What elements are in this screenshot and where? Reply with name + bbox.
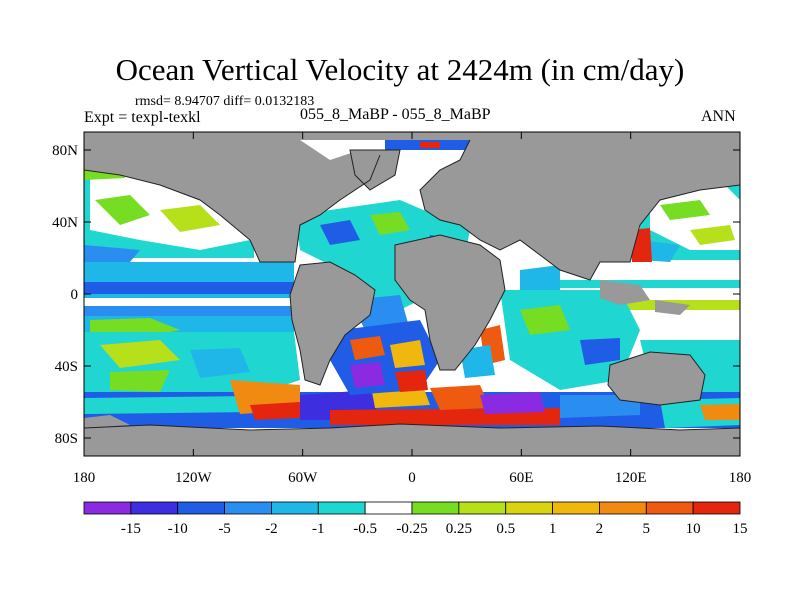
colorbar-label: 1 — [549, 521, 557, 537]
colorbar-label: 10 — [686, 521, 701, 537]
map-title: Ocean Vertical Velocity at 2424m (in cm/… — [115, 52, 685, 87]
experiment-label: Expt = texpl-texkl — [84, 109, 201, 126]
y-tick-label: 40N — [52, 215, 78, 231]
colorbar-label: 15 — [733, 521, 748, 537]
x-tick-label: 120W — [175, 470, 213, 486]
colorbar-label: -15 — [121, 521, 141, 537]
colorbar-swatch — [83, 501, 132, 515]
stats-text: rmsd= 8.94707 diff= 0.0132183 — [135, 94, 315, 109]
colorbar: -15 -10 -5 -2 -1 -0.5 -0.25 0.25 0.5 1 2 5 10 15 — [83, 501, 748, 537]
colorbar-swatch — [411, 501, 460, 515]
axis-ticks — [83, 132, 741, 456]
y-tick-label: 40S — [55, 359, 78, 375]
colorbar-swatch — [599, 501, 647, 515]
colorbar-label: -0.25 — [396, 521, 427, 537]
colorbar-label: -0.5 — [353, 521, 377, 537]
colorbar-swatch — [317, 501, 366, 515]
colorbar-label: -5 — [218, 521, 231, 537]
colorbar-swatch — [271, 501, 319, 515]
colorbar-swatch — [505, 501, 553, 515]
x-tick-label: 180 — [729, 470, 752, 486]
x-tick-label: 180 — [73, 470, 96, 486]
colorbar-label: -1 — [312, 521, 325, 537]
season-label: ANN — [701, 108, 736, 125]
colorbar-label: 2 — [596, 521, 604, 537]
colorbar-swatch — [224, 501, 272, 515]
colorbar-swatch — [458, 501, 507, 515]
colorbar-swatch — [130, 501, 179, 515]
x-tick-label: 120E — [615, 470, 647, 486]
colorbar-label: -10 — [168, 521, 188, 537]
colorbar-label: 0.25 — [446, 521, 472, 537]
case-label: 055_8_MaBP - 055_8_MaBP — [300, 106, 491, 123]
colorbar-label: -2 — [265, 521, 278, 537]
x-axis-labels: 180 120W 60W 0 60E 120E 180 — [73, 470, 752, 486]
y-tick-label: 80S — [55, 431, 78, 447]
y-tick-label: 0 — [71, 287, 79, 303]
colorbar-swatch — [177, 501, 225, 515]
y-axis-labels: 80N 40N 0 40S 80S — [52, 143, 78, 447]
colorbar-swatch — [645, 501, 694, 515]
colorbar-label: 5 — [643, 521, 651, 537]
colorbar-swatch — [364, 501, 413, 515]
x-tick-label: 0 — [408, 470, 416, 486]
y-tick-label: 80N — [52, 143, 78, 159]
colorbar-swatch — [552, 501, 600, 515]
map-field — [84, 132, 740, 456]
x-tick-label: 60W — [288, 470, 318, 486]
x-tick-label: 60E — [509, 470, 533, 486]
colorbar-swatch — [692, 501, 741, 515]
colorbar-label: 0.5 — [496, 521, 515, 537]
